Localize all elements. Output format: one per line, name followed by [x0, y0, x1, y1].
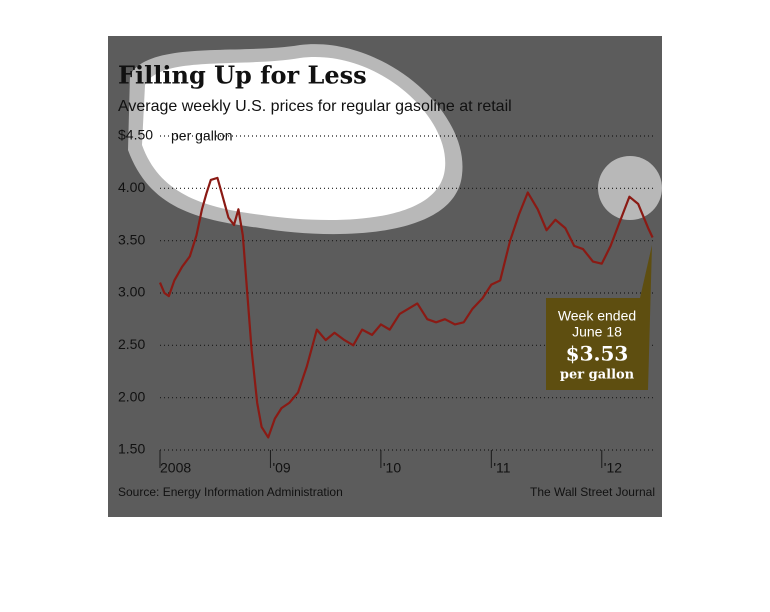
- y-tick-label: 2.00: [118, 388, 145, 404]
- x-tick-label: '09: [272, 460, 290, 476]
- annotation-text: Week ended: [558, 308, 636, 324]
- y-tick-label: 3.50: [118, 231, 145, 247]
- annotation-text: June 18: [572, 324, 622, 340]
- annotation-box: [546, 245, 652, 390]
- chart-title: Filling Up for Less: [118, 61, 367, 90]
- y-unit: per gallon: [171, 128, 233, 144]
- source: Source: Energy Information Administratio…: [118, 485, 343, 499]
- subtitle: Average weekly U.S. prices for regular g…: [118, 98, 512, 115]
- annotation-unit: per gallon: [560, 368, 635, 383]
- y-tick-label: $4.50: [118, 127, 153, 143]
- x-tick-label: 2008: [160, 460, 191, 476]
- price-line: [158, 176, 654, 439]
- y-tick-label: 2.50: [118, 336, 145, 352]
- y-tick-label: 4.00: [118, 179, 145, 195]
- credit: The Wall Street Journal: [530, 485, 655, 499]
- y-tick-label: 3.00: [118, 284, 145, 300]
- x-tick-label: '12: [604, 460, 622, 476]
- x-tick-label: '11: [493, 460, 510, 476]
- y-tick-label: 1.50: [118, 441, 145, 457]
- annotation-value: $3.53: [566, 342, 629, 366]
- x-tick-label: '10: [383, 460, 401, 476]
- highlight-circle: [598, 156, 662, 220]
